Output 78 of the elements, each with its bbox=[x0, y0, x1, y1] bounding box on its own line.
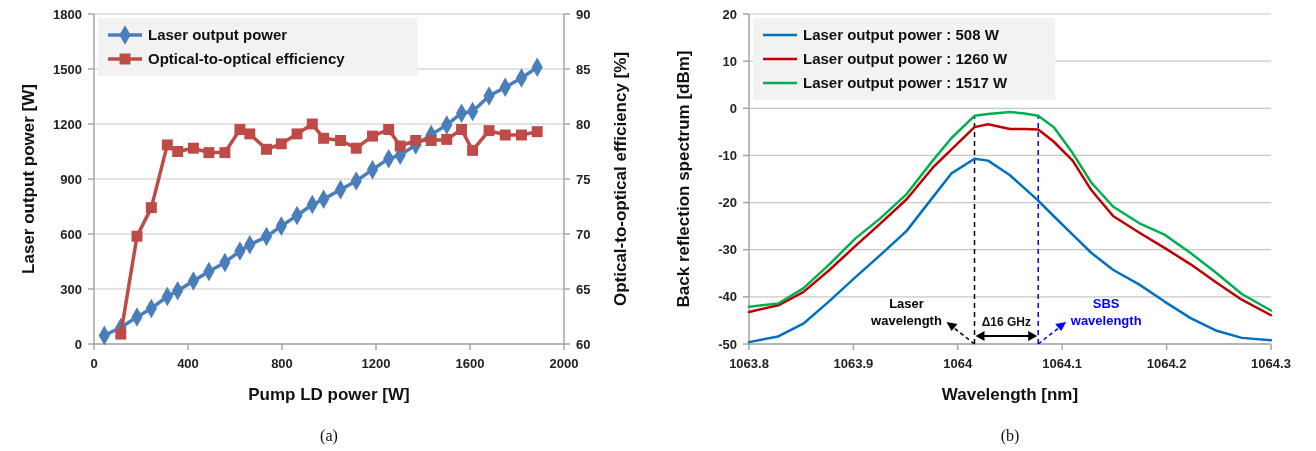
y-tick-label: -30 bbox=[718, 242, 737, 258]
point bbox=[318, 132, 330, 144]
point bbox=[306, 118, 318, 130]
y-tick-label: 20 bbox=[722, 6, 737, 22]
point bbox=[335, 135, 346, 146]
point bbox=[161, 139, 173, 151]
point bbox=[467, 144, 479, 156]
x-axis-title: Pump LD power [W] bbox=[248, 385, 410, 404]
point bbox=[291, 128, 303, 140]
point bbox=[219, 147, 231, 159]
y-axis-title: Laser output power [W] bbox=[19, 84, 38, 274]
point bbox=[145, 202, 157, 214]
x-tick-label: 800 bbox=[271, 356, 293, 371]
ref-line-label: Laser wavelength bbox=[870, 296, 942, 328]
y-tick-label: 1500 bbox=[53, 61, 82, 77]
text: (b) bbox=[1000, 427, 1020, 445]
x-tick-label: 2000 bbox=[549, 356, 579, 371]
point bbox=[531, 126, 543, 138]
y-tick-label: 600 bbox=[60, 226, 82, 242]
y-tick-label: 1800 bbox=[53, 6, 82, 22]
x-tick-label: 1200 bbox=[361, 356, 391, 371]
annotation: Δ16 GHz bbox=[981, 315, 1031, 330]
legend-label: Laser output power bbox=[148, 26, 288, 44]
y-tick-label: 0 bbox=[74, 336, 82, 352]
x-axis-title: Wavelength [nm] bbox=[941, 385, 1079, 404]
point bbox=[234, 124, 246, 135]
y2-tick-label: 90 bbox=[576, 6, 591, 22]
y-tick-label: 300 bbox=[60, 281, 82, 297]
x-tick-label: 1064.3 bbox=[1251, 356, 1291, 371]
point bbox=[367, 130, 378, 142]
x-tick-label: 1064.2 bbox=[1146, 356, 1187, 371]
legend-label: Laser output power : 1260 W bbox=[803, 50, 1009, 68]
y2-tick-label: 80 bbox=[576, 116, 591, 132]
x-tick-label: 1600 bbox=[455, 356, 485, 371]
point bbox=[456, 124, 468, 135]
legend-label: Laser output power : 508 W bbox=[803, 26, 1000, 44]
y-tick-label: 0 bbox=[729, 100, 737, 116]
point bbox=[410, 135, 422, 146]
y2-tick-label: 75 bbox=[576, 171, 591, 187]
legend-label: Optical-to-optical efficiency bbox=[148, 50, 346, 68]
point bbox=[261, 143, 272, 155]
point bbox=[187, 142, 199, 154]
x-tick-label: 1064 bbox=[943, 356, 974, 371]
point bbox=[115, 328, 127, 340]
text: (a) bbox=[320, 427, 338, 445]
point bbox=[425, 135, 437, 146]
point bbox=[275, 138, 287, 150]
y-tick-label: -50 bbox=[718, 336, 737, 352]
y2-tick-label: 60 bbox=[576, 336, 591, 352]
legend-label: Laser output power : 1517 W bbox=[803, 74, 1009, 92]
y2-axis-title: Optical-to-optical efficiency [%] bbox=[611, 51, 630, 307]
y-tick-label: -40 bbox=[718, 289, 737, 305]
point bbox=[483, 125, 495, 137]
point bbox=[131, 230, 143, 242]
point bbox=[441, 133, 453, 145]
point bbox=[394, 140, 406, 152]
point bbox=[350, 142, 362, 154]
y-tick-label: 10 bbox=[722, 53, 737, 69]
point bbox=[172, 146, 184, 157]
y-tick-label: 900 bbox=[60, 171, 82, 187]
x-tick-label: 400 bbox=[177, 356, 199, 371]
point bbox=[515, 129, 527, 141]
x-tick-label: 1064.1 bbox=[1042, 356, 1083, 371]
x-tick-label: 1063.8 bbox=[729, 356, 769, 371]
y-tick-label: 1200 bbox=[53, 116, 82, 132]
point bbox=[244, 128, 256, 140]
y2-tick-label: 70 bbox=[576, 226, 591, 242]
point bbox=[499, 129, 511, 141]
point bbox=[383, 124, 395, 135]
point bbox=[203, 147, 215, 159]
y-tick-label: -20 bbox=[718, 195, 737, 211]
y-tick-label: -10 bbox=[718, 147, 737, 163]
y2-tick-label: 85 bbox=[576, 61, 591, 77]
y-axis-title: Back reflection spectrum [dBm] bbox=[674, 50, 693, 308]
x-tick-label: 0 bbox=[90, 356, 98, 371]
y2-tick-label: 65 bbox=[576, 281, 591, 297]
x-tick-label: 1063.9 bbox=[833, 356, 874, 371]
ref-line-label: SBS wavelength bbox=[1069, 296, 1142, 328]
